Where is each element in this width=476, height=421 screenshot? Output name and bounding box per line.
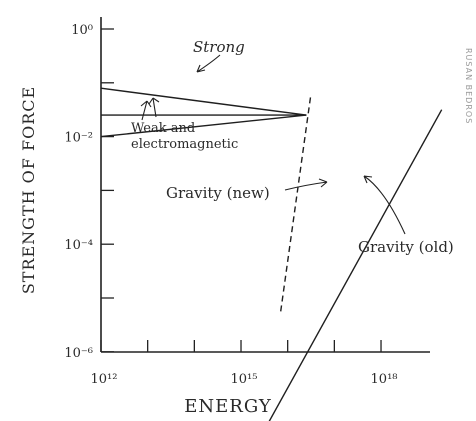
y-axis-label: STRENGTH OF FORCE bbox=[19, 86, 38, 294]
x-ticks: 10¹² 10¹⁵ 10¹⁸ bbox=[91, 340, 398, 387]
annotation-strong: Strong bbox=[193, 38, 245, 56]
series-line-gravity-new bbox=[280, 93, 312, 312]
y-tick-label: 10⁻² bbox=[64, 131, 93, 146]
annotation-weak-1: Weak and bbox=[131, 121, 195, 136]
y-ticks: 10⁰ 10⁻² 10⁻⁴ 10⁻⁶ bbox=[64, 23, 114, 361]
y-tick-label: 10⁰ bbox=[71, 23, 93, 38]
annotation-gravity-new: Gravity (new) bbox=[166, 184, 270, 202]
x-tick-label: 10¹² bbox=[91, 372, 118, 387]
series-layer bbox=[100, 87, 443, 421]
credit-text: RUSAN BEDROS bbox=[464, 48, 473, 124]
arrow-gravity-new bbox=[284, 178, 328, 191]
x-tick-label: 10¹⁸ bbox=[371, 372, 398, 387]
arrow-em bbox=[148, 97, 160, 118]
x-axis-label: ENERGY bbox=[184, 396, 272, 417]
arrow-gravity-old bbox=[363, 175, 406, 235]
arrow-strong bbox=[196, 54, 221, 73]
annotation-gravity-old: Gravity (old) bbox=[358, 238, 454, 256]
series-line-gravity-old bbox=[268, 109, 443, 421]
y-tick-label: 10⁻⁴ bbox=[64, 238, 93, 253]
x-tick-label: 10¹⁵ bbox=[231, 372, 258, 387]
y-tick-label: 10⁻⁶ bbox=[64, 346, 93, 361]
series-line-strong bbox=[100, 87, 307, 116]
annotation-weak-2: electromagnetic bbox=[131, 137, 238, 152]
series-line-em bbox=[100, 114, 307, 138]
